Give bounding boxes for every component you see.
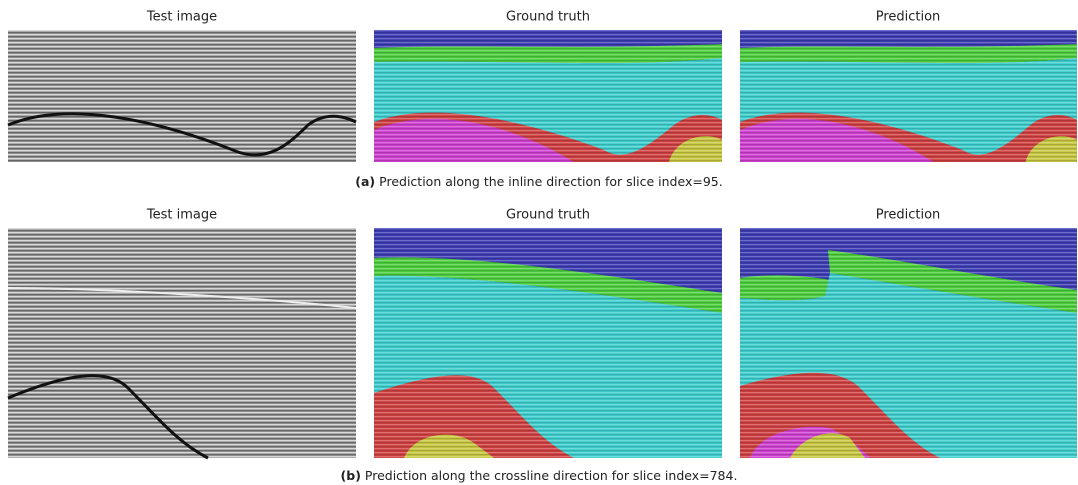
caption-text: Prediction along the inline direction fo… — [379, 174, 723, 189]
figure: Test image Ground truth Prediction (a) P… — [0, 0, 1078, 485]
panel-title: Prediction — [876, 208, 941, 223]
ground-truth-image — [374, 30, 722, 162]
prediction-image — [740, 30, 1077, 162]
caption-label: (a) — [355, 174, 375, 189]
panel-title: Ground truth — [506, 208, 590, 223]
caption: (a) Prediction along the inline directio… — [355, 174, 722, 189]
panel-title: Ground truth — [506, 10, 590, 25]
prediction-image — [740, 228, 1077, 458]
panel-title: Test image — [146, 10, 217, 25]
panel-title: Test image — [146, 208, 217, 223]
test-image — [8, 228, 356, 458]
panel-title: Prediction — [876, 10, 941, 25]
ground-truth-image — [374, 228, 722, 458]
test-image — [8, 30, 356, 162]
caption: (b) Prediction along the crossline direc… — [341, 468, 738, 483]
caption-label: (b) — [341, 468, 361, 483]
caption-text: Prediction along the crossline direction… — [365, 468, 738, 483]
